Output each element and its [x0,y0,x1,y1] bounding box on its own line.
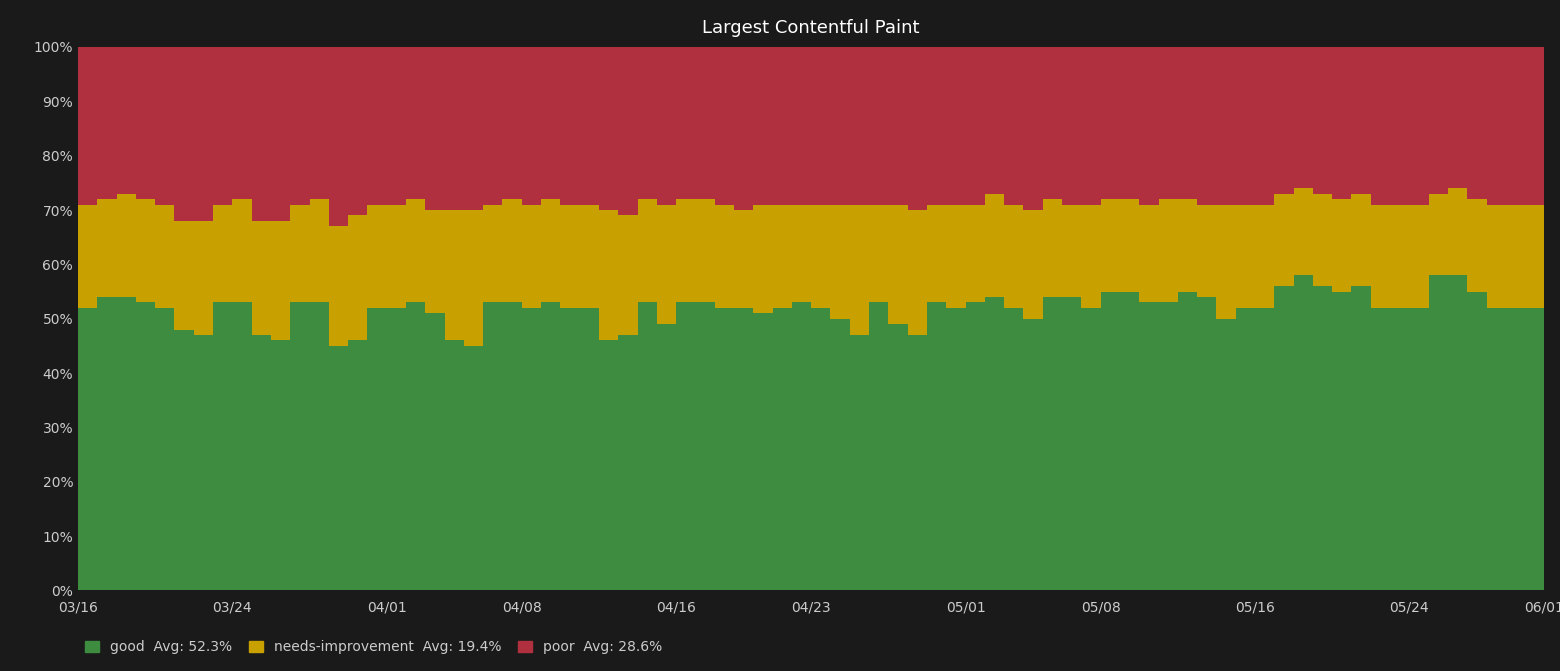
Title: Largest Contentful Paint: Largest Contentful Paint [702,19,920,37]
Legend: good  Avg: 52.3%, needs-improvement  Avg: 19.4%, poor  Avg: 28.6%: good Avg: 52.3%, needs-improvement Avg: … [84,640,661,654]
